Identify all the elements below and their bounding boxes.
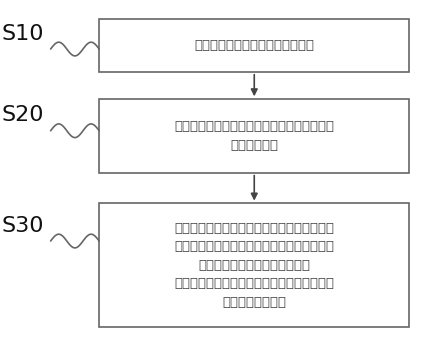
Text: S30: S30 [2,216,44,236]
Bar [99,99,409,173]
Bar [99,203,409,327]
Text: 根据所述电压特性调整顶端电极端口与底端第
一电极端口和底端第二电极端口之间，或顶端
电极端口与底端第一电极端口之
间，或顶端电极端口与底端第二电极端口之间
的电: 根据所述电压特性调整顶端电极端口与底端第 一电极端口和底端第二电极端口之间，或顶… [174,222,334,308]
Text: 根据预设规则获得所述隧道结翻转概率需求值
下的电压特性: 根据预设规则获得所述隧道结翻转概率需求值 下的电压特性 [174,120,334,152]
Bar [99,19,409,72]
Text: S10: S10 [2,24,44,44]
Text: 获取用户磁隧道结翻转概率需求值: 获取用户磁隧道结翻转概率需求值 [194,39,314,52]
Text: S20: S20 [2,105,44,126]
